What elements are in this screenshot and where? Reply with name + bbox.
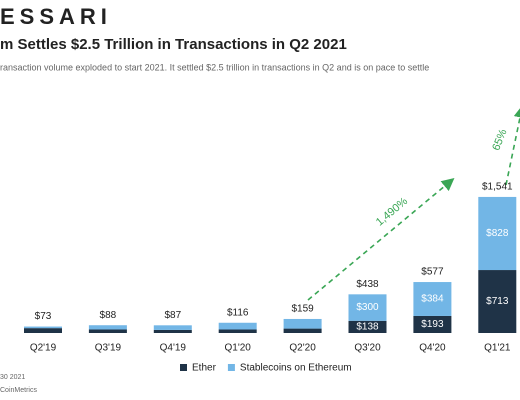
bar-segment [478,196,517,271]
annotation: 65% [490,127,509,152]
total-label: $1,541 [482,182,513,193]
segment-label: $193 [421,319,444,330]
x-tick-label: Q3'20 [354,343,381,354]
bar-segment [218,329,257,333]
growth-arrow [307,177,455,301]
x-tick-label: Q2'20 [289,343,316,354]
total-label: $159 [291,304,314,315]
footnote: 30 2021 [0,374,25,381]
total-label: $88 [100,310,117,321]
bar-segment [283,328,322,333]
brand: ESSARI [0,4,112,29]
bar-segment [348,294,387,321]
bar-segment [413,282,452,316]
x-tick-label: Q4'20 [419,343,446,354]
bar-segment [153,325,192,330]
bar-segment [88,325,127,330]
segment-label: $138 [356,322,379,333]
legend-swatch [180,364,187,371]
annotation: 1,490% [374,195,410,228]
total-label: $73 [35,311,52,322]
x-tick-label: Q1'21 [484,343,511,354]
bar-segment [24,328,62,333]
bar-segment [348,320,387,333]
footnote: CoinMetrics [0,387,37,394]
bar-segment [218,322,257,330]
chart-subtitle: ransaction volume exploded to start 2021… [0,62,429,72]
x-tick-label: Q3'19 [95,343,122,354]
legend-swatch [227,364,235,371]
x-tick-label: Q4'19 [160,343,187,354]
chart-title: m Settles $2.5 Trillion in Transactions … [0,36,347,53]
total-label: $438 [356,279,379,290]
bar-segment [88,329,127,333]
growth-arrow [505,104,520,186]
x-tick-label: Q1'20 [225,343,252,354]
segment-label: $384 [421,294,444,305]
bar-segment [153,329,192,333]
bar-segment [24,326,62,329]
bar-segment [413,315,452,333]
total-label: $577 [421,267,444,278]
total-label: $87 [164,310,181,321]
segment-label: $300 [356,302,379,313]
x-tick-label: Q2'19 [30,343,57,354]
segment-label: $828 [486,228,509,239]
legend-label: Stablecoins on Ethereum [240,363,352,374]
legend-label: Ether [192,363,217,374]
bar-segment [478,270,517,333]
segment-label: $713 [486,296,509,307]
total-label: $116 [227,307,249,318]
bar-segment [283,318,322,329]
